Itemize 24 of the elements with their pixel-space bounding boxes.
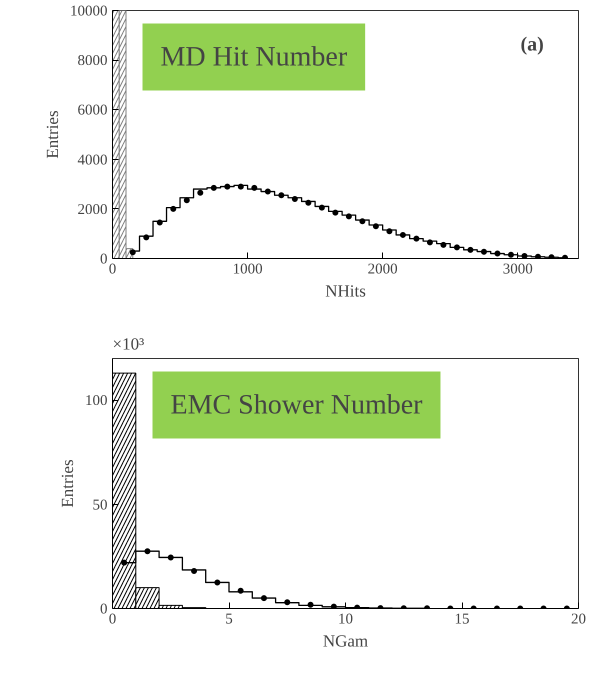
x-tick-label: 15 bbox=[454, 612, 470, 628]
y-tick-label: 100 bbox=[85, 393, 108, 410]
text: EMC Shower Number bbox=[170, 390, 424, 420]
x-axis-title: NGam bbox=[322, 632, 368, 650]
x-tick-label: 1000 bbox=[232, 262, 263, 278]
x-tick-label: 3000 bbox=[502, 262, 533, 278]
y-tick-label: 2000 bbox=[78, 202, 108, 218]
annotation: (a) bbox=[520, 34, 544, 56]
y-axis-title: Entries bbox=[58, 459, 77, 508]
y-tick-label: 0 bbox=[100, 252, 108, 268]
y-tick-label: 10000 bbox=[70, 4, 108, 20]
x-axis-title: NHits bbox=[325, 282, 366, 300]
x-tick-label: 20 bbox=[571, 612, 586, 628]
x-tick-label: 5 bbox=[225, 612, 233, 628]
text: ×10³ bbox=[112, 334, 144, 354]
x-tick-label: 10 bbox=[338, 612, 353, 628]
y-axis-title: Entries bbox=[43, 110, 62, 159]
y-tick-label: 0 bbox=[100, 602, 108, 618]
y-tick-label: 6000 bbox=[78, 102, 108, 119]
x-tick-label: 2000 bbox=[368, 262, 398, 278]
y-tick-label: 8000 bbox=[78, 53, 108, 70]
y-tick-label: 4000 bbox=[78, 152, 108, 168]
text: MD Hit Number bbox=[160, 42, 348, 72]
y-tick-label: 50 bbox=[92, 497, 108, 514]
